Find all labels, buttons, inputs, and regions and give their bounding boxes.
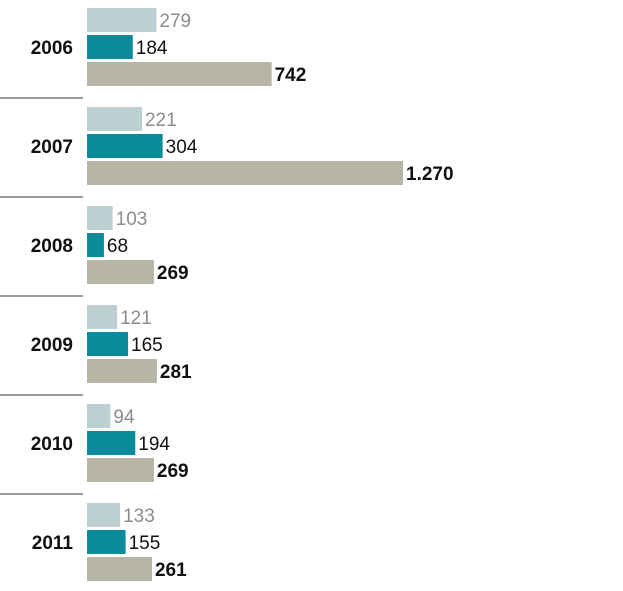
bar-series-3-2006 [87,62,272,86]
bar-series-2-2011 [87,530,126,554]
data-label: 281 [160,362,192,383]
year-label: 2011 [32,533,74,554]
data-label: 94 [113,407,135,428]
data-label: 304 [166,137,198,158]
bar-series-3-2009 [87,359,157,383]
bar-series-1-2011 [87,503,121,527]
year-label: 2007 [31,137,73,158]
bar-series-1-2008 [87,206,113,230]
data-label: 155 [129,533,161,554]
bar-series-2-2010 [87,431,136,455]
bar-series-2-2007 [87,134,163,158]
bar-series-3-2010 [87,458,154,482]
data-label: 221 [145,110,177,131]
bar-series-2-2008 [87,233,104,257]
bar-series-1-2006 [87,8,157,32]
bar-series-3-2007 [87,161,403,185]
bar-series-1-2010 [87,404,111,428]
year-label: 2009 [31,335,73,356]
bar-series-3-2008 [87,260,154,284]
bar-series-1-2009 [87,305,118,329]
data-label: 103 [116,209,148,230]
data-label: 165 [131,335,163,356]
bars [87,8,403,581]
data-label: 121 [120,308,152,329]
labels: 2006 279 184 742 2007 221 304 1.270 2008 103 68 269… [31,11,454,581]
data-label: 194 [138,434,170,455]
data-label: 68 [107,236,128,257]
year-label: 2008 [31,236,73,257]
data-label: 1.270 [406,164,454,185]
data-label: 269 [157,263,189,284]
bar-series-2-2006 [87,35,133,59]
bar-series-1-2007 [87,107,142,131]
bar-series-3-2011 [87,557,152,581]
data-label: 184 [136,38,168,59]
data-label: 269 [157,461,189,482]
data-label: 279 [159,11,191,32]
data-label: 133 [123,506,155,527]
year-label: 2006 [31,38,73,59]
bar-series-2-2009 [87,332,129,356]
data-label: 261 [155,560,187,581]
data-label: 742 [275,65,307,86]
year-label: 2010 [31,434,73,455]
group-separators [0,97,83,495]
